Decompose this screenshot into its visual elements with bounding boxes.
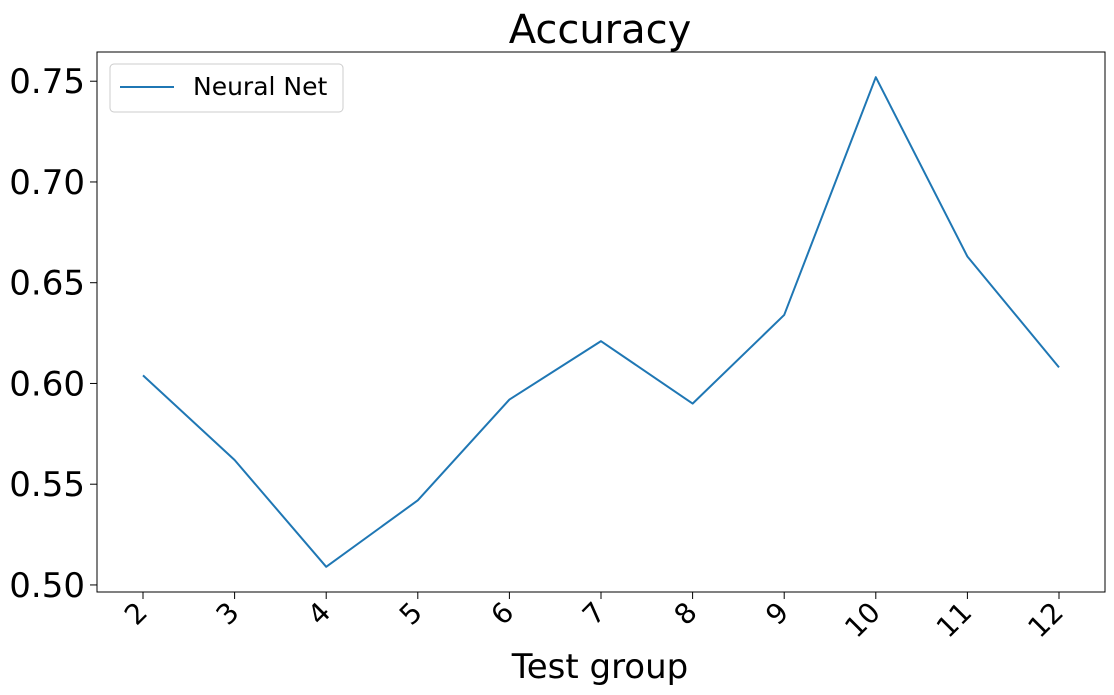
y-axis: 0.50 0.55 0.60 0.65 0.70 0.75 [9,62,97,606]
legend-box [109,63,344,113]
y-tick-label: 0.65 [9,264,85,304]
y-tick-label: 0.70 [9,163,85,203]
chart-title: Accuracy [509,7,692,53]
legend-label-neural-net: Neural Net [193,72,327,101]
y-tick-label: 0.50 [9,566,85,606]
y-tick-label: 0.60 [9,364,85,404]
series-line-neural-net [142,76,1060,568]
y-tick-label: 0.55 [9,465,85,505]
x-axis-label: Test group [511,647,689,687]
legend: Neural Net [109,63,344,113]
y-tick-label: 0.75 [9,62,85,102]
series-layer [142,76,1060,568]
